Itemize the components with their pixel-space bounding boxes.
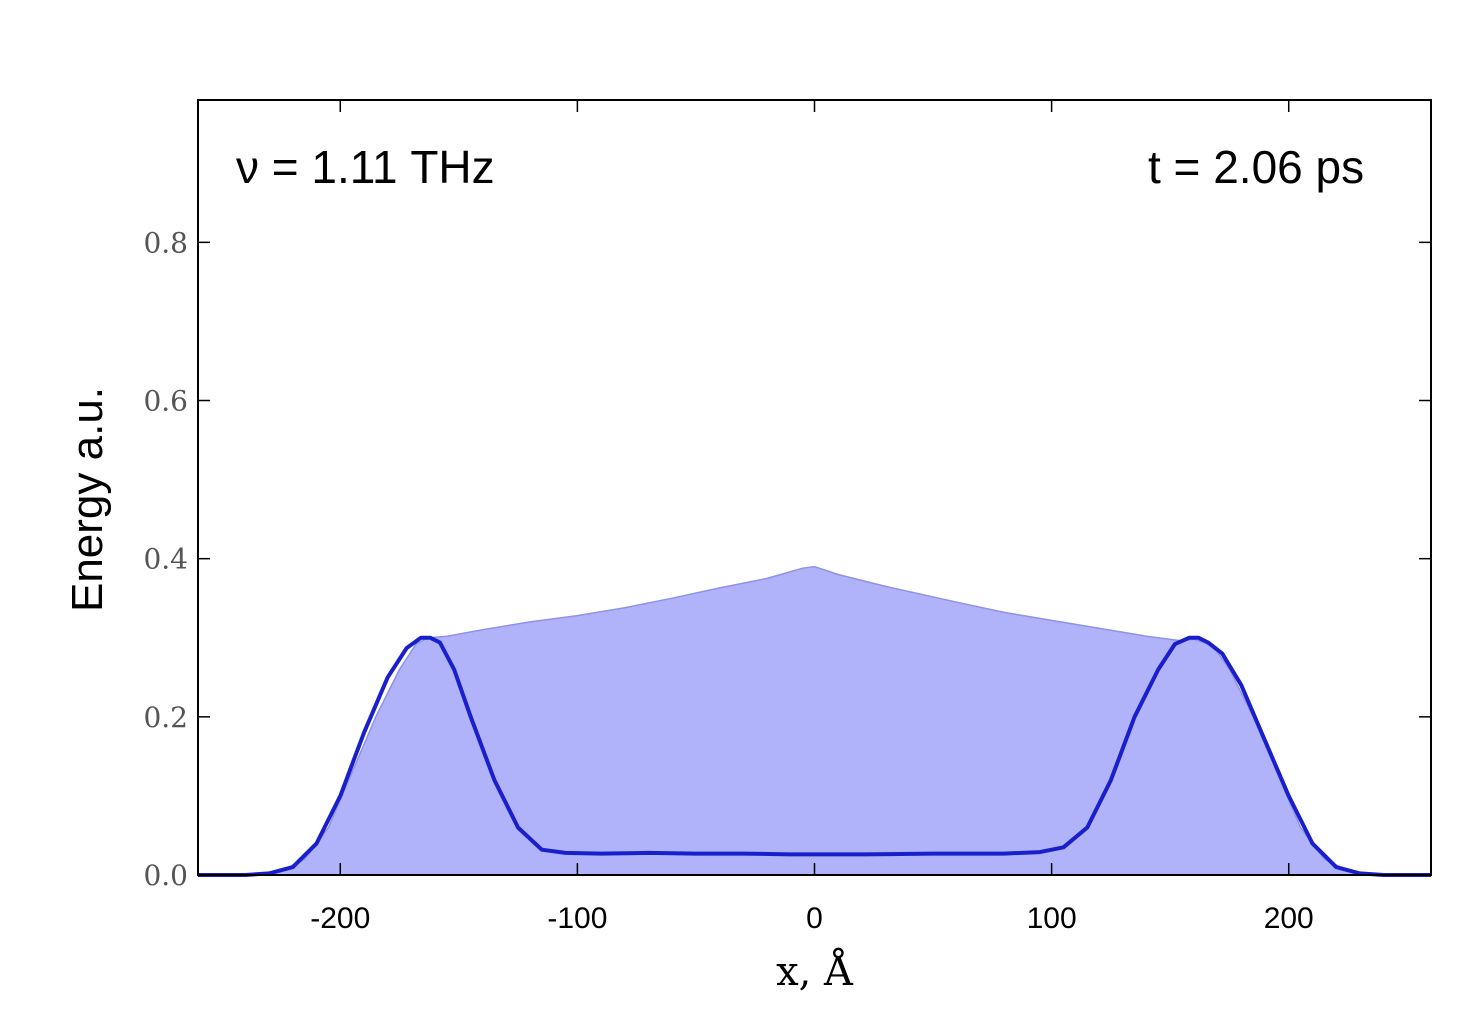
tick-label-layer: -200 -100 0 100 200 0.0 0.2 0.4 0.6 0.8 [143, 226, 1313, 935]
filled-area-layer [197, 565, 1432, 876]
y-tick-label: 0.6 [143, 385, 188, 418]
y-tick-label: 0.4 [143, 543, 188, 576]
y-tick-label: 0.0 [143, 859, 188, 892]
x-axis-title: x, Å [776, 948, 854, 995]
time-annotation: t = 2.06 ps [1148, 141, 1365, 193]
y-tick-label: 0.2 [143, 701, 188, 734]
energy-envelope-area [197, 565, 1432, 876]
plot-frame [197, 99, 1432, 876]
y-axis-title: Energy a.u. [63, 387, 112, 612]
x-tick-label: -100 [547, 902, 607, 935]
x-tick-label: 0 [806, 902, 823, 935]
x-tick-label: -200 [310, 902, 370, 935]
line-layer [198, 635, 1431, 877]
energy-line [198, 635, 1431, 877]
y-tick-label: 0.8 [143, 226, 188, 259]
x-tick-label: 100 [1027, 902, 1077, 935]
x-tick-label: 200 [1264, 902, 1314, 935]
frequency-annotation: ν = 1.11 THz [236, 141, 495, 193]
